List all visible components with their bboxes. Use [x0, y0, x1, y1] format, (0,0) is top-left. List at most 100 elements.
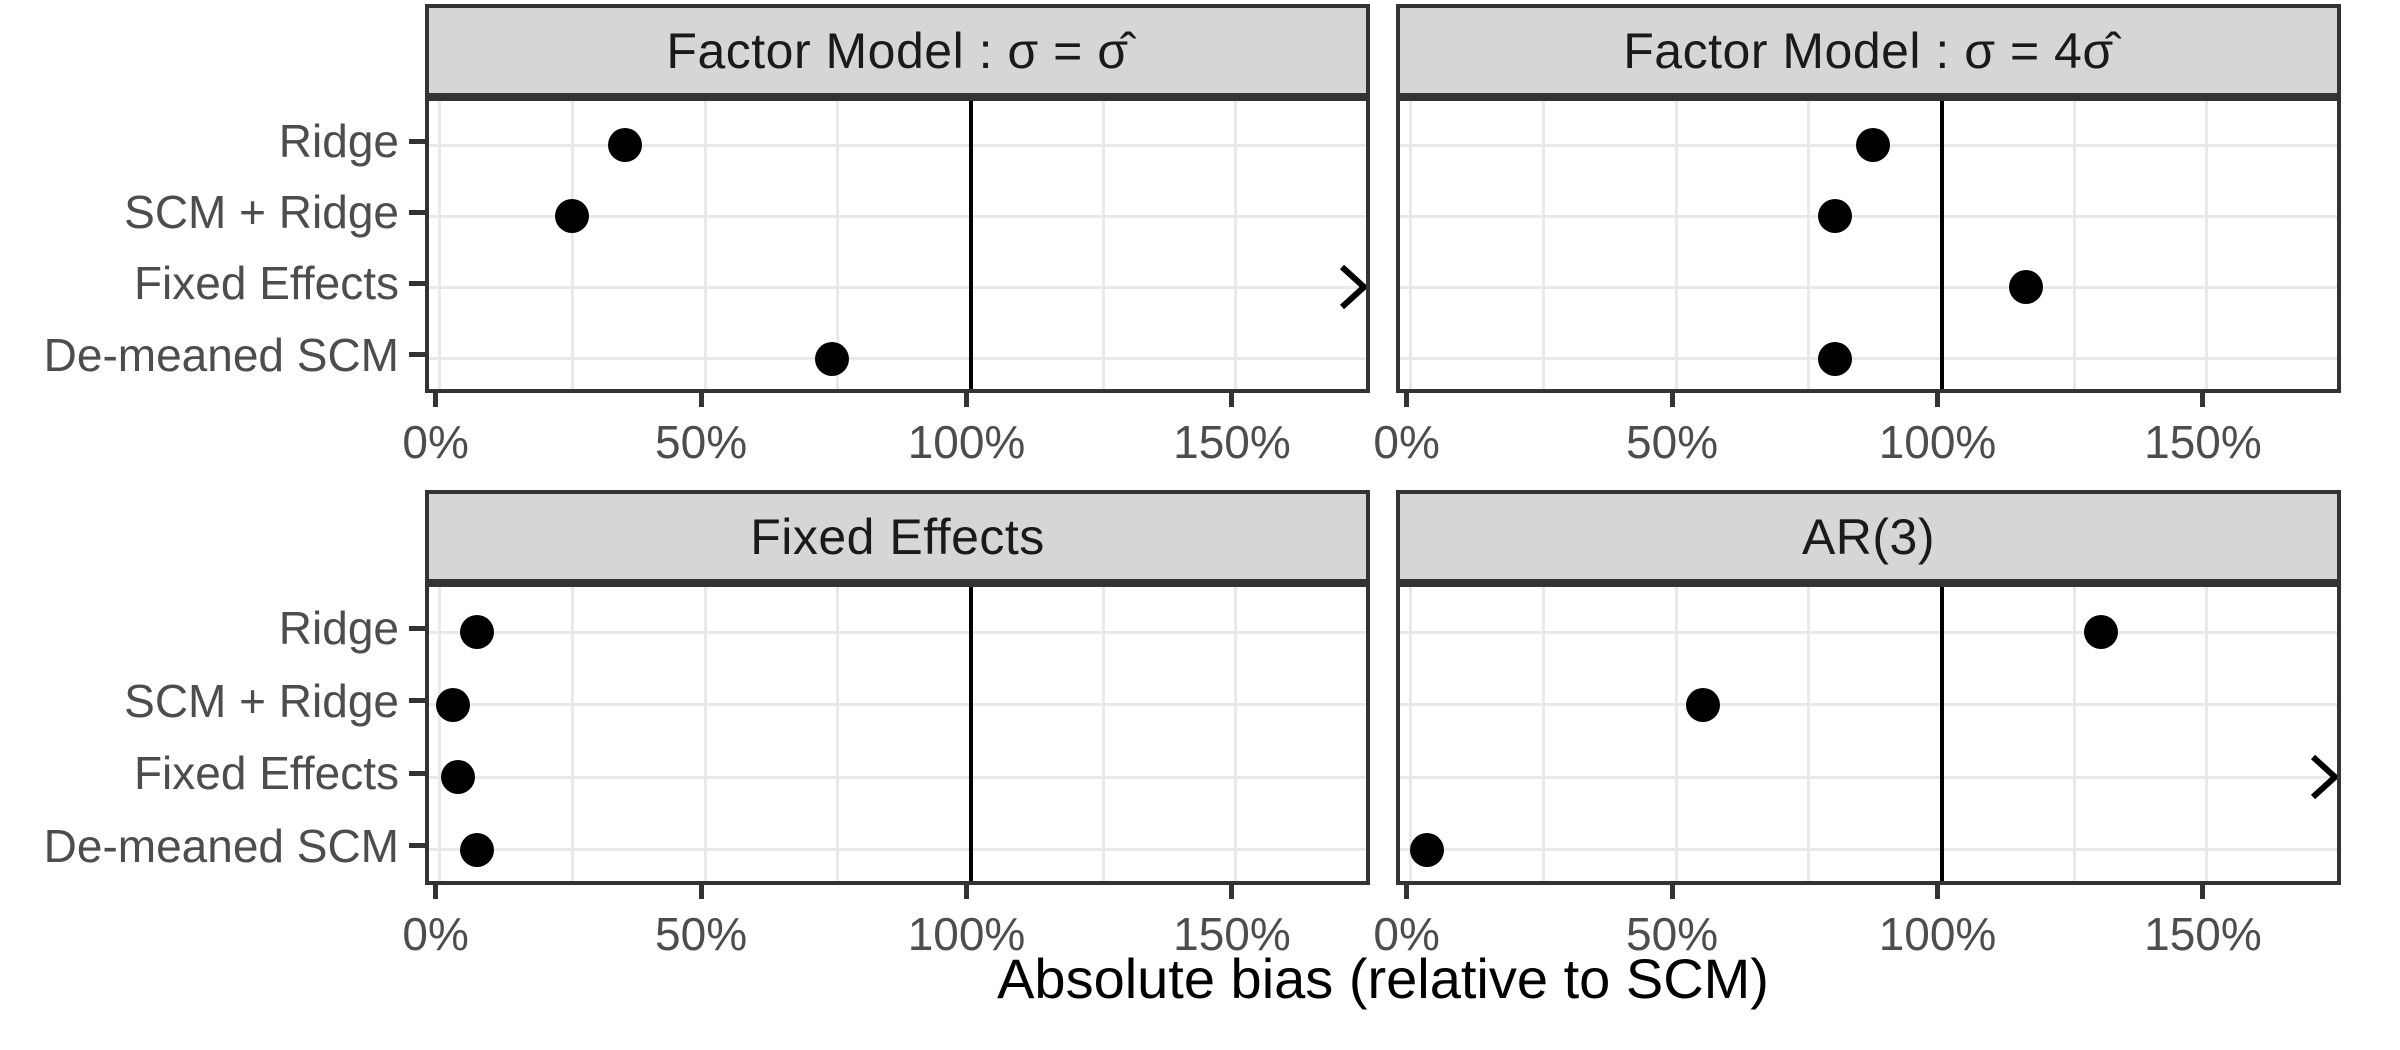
plot-panel	[1396, 97, 2341, 393]
x-axis-tick-label: 0%	[1373, 416, 1440, 468]
y-axis-category-label: SCM + Ridge	[124, 674, 399, 727]
x-axis-tick-label: 50%	[655, 416, 748, 468]
data-point	[608, 128, 643, 163]
x-axis-tick-label: 150%	[1173, 908, 1291, 960]
x-axis-tick	[1404, 885, 1410, 899]
facet-strip: Fixed Effects	[425, 490, 1370, 583]
x-axis-tick	[433, 885, 439, 899]
vertical-gridline	[1409, 587, 1413, 881]
horizontal-gridline	[429, 630, 1366, 634]
vertical-gridline	[1807, 101, 1811, 389]
data-point	[1685, 687, 1720, 722]
y-axis-category-label: Ridge	[278, 115, 399, 168]
offscale-arrow-icon	[1338, 263, 1366, 316]
vertical-gridline	[1234, 101, 1238, 389]
x-axis-tick	[1404, 393, 1410, 407]
facet-strip: Factor Model : σ = σ̂	[425, 4, 1370, 97]
y-axis-tick	[409, 352, 425, 358]
y-axis-tick	[409, 280, 425, 286]
x-axis-tick	[964, 885, 970, 899]
vertical-gridline	[703, 587, 707, 881]
x-axis-tick-label: 150%	[1173, 416, 1291, 468]
y-axis-category-label: De-meaned SCM	[43, 819, 399, 872]
vertical-gridline	[2205, 101, 2209, 389]
data-point	[1818, 199, 1853, 234]
vertical-gridline	[1367, 101, 1370, 389]
x-axis-tick	[1669, 393, 1675, 407]
x-axis-tick	[698, 885, 704, 899]
y-axis-tick	[409, 843, 425, 849]
offscale-arrow-icon	[2309, 753, 2337, 806]
y-axis-category-label: Ridge	[278, 602, 399, 655]
vertical-gridline	[1674, 587, 1678, 881]
vertical-gridline	[570, 101, 574, 389]
facet-strip-title: Fixed Effects	[750, 508, 1045, 565]
data-point	[435, 687, 470, 722]
x-axis-tick-label: 0%	[402, 908, 469, 960]
data-point	[555, 199, 590, 234]
data-point	[1818, 341, 1853, 376]
x-axis-tick-label: 0%	[1373, 908, 1440, 960]
x-axis-tick-label: 100%	[1878, 416, 1997, 468]
data-point	[2009, 270, 2044, 305]
data-point	[1855, 128, 1890, 163]
vertical-gridline	[438, 101, 442, 389]
y-axis-category-label: De-meaned SCM	[43, 328, 399, 381]
horizontal-gridline	[429, 703, 1366, 707]
vertical-gridline	[1409, 101, 1413, 389]
horizontal-gridline	[1400, 703, 2337, 707]
vertical-gridline	[2072, 101, 2076, 389]
horizontal-gridline	[429, 775, 1366, 779]
y-axis-tick	[409, 625, 425, 631]
vertical-gridline	[570, 587, 574, 881]
facet-strip-title: AR(3)	[1801, 508, 1936, 565]
x-axis-tick	[1935, 393, 1941, 407]
x-axis-tick	[2200, 885, 2206, 899]
x-axis-title: Absolute bias (relative to SCM)	[997, 947, 1769, 1010]
vertical-gridline	[1674, 101, 1678, 389]
horizontal-gridline	[429, 214, 1366, 218]
horizontal-gridline	[1400, 214, 2337, 218]
vertical-gridline	[2338, 587, 2341, 881]
data-point	[815, 341, 850, 376]
horizontal-gridline	[429, 285, 1366, 289]
facet-strip-title: Factor Model : σ = 4σ̂	[1623, 22, 2114, 79]
data-point	[1409, 832, 1444, 867]
x-axis-tick-label: 0%	[402, 416, 469, 468]
horizontal-gridline	[429, 357, 1366, 361]
data-point	[2083, 615, 2118, 650]
x-axis-tick	[2200, 393, 2206, 407]
y-axis-tick	[409, 138, 425, 144]
x-axis-tick	[1229, 393, 1235, 407]
y-axis-tick	[409, 698, 425, 704]
horizontal-gridline	[1400, 357, 2337, 361]
x-axis-tick	[1935, 885, 1941, 899]
horizontal-gridline	[1400, 775, 2337, 779]
vertical-gridline	[2338, 101, 2341, 389]
reference-line-100pct	[968, 587, 973, 881]
data-point	[441, 760, 476, 795]
y-axis-category-label: Fixed Effects	[133, 747, 399, 800]
reference-line-100pct	[968, 101, 973, 389]
plot-panel	[425, 97, 1370, 393]
vertical-gridline	[836, 101, 840, 389]
vertical-gridline	[1101, 101, 1105, 389]
x-axis-tick	[964, 393, 970, 407]
x-axis-tick-label: 100%	[907, 416, 1026, 468]
data-point	[459, 615, 494, 650]
facet-strip: Factor Model : σ = 4σ̂	[1396, 4, 2341, 97]
vertical-gridline	[438, 587, 442, 881]
x-axis-tick-label: 50%	[655, 908, 748, 960]
vertical-gridline	[2072, 587, 2076, 881]
plot-panel	[425, 583, 1370, 885]
x-axis-tick	[433, 393, 439, 407]
horizontal-gridline	[1400, 848, 2337, 852]
horizontal-gridline	[1400, 630, 2337, 634]
x-axis-tick-label: 150%	[2144, 416, 2262, 468]
y-axis-category-label: SCM + Ridge	[124, 186, 399, 239]
vertical-gridline	[836, 587, 840, 881]
reference-line-100pct	[1939, 587, 1944, 881]
vertical-gridline	[703, 101, 707, 389]
vertical-gridline	[1101, 587, 1105, 881]
